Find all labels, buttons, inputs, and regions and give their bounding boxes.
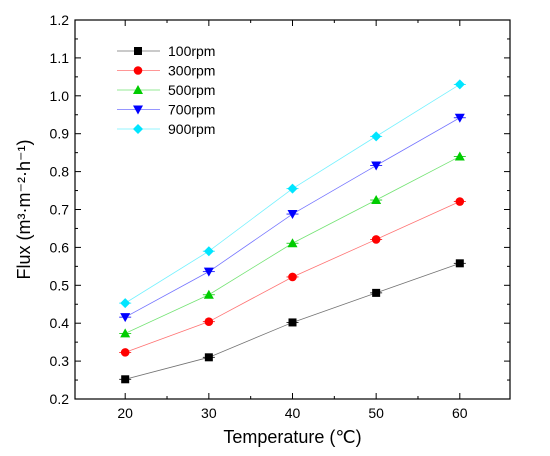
legend-label: 900rpm (168, 121, 215, 137)
legend-marker (133, 66, 143, 75)
legend-label: 500rpm (168, 82, 215, 98)
y-tick-label: 0.3 (50, 353, 70, 369)
series-100rpm (119, 259, 466, 384)
data-point (120, 313, 131, 323)
data-point (371, 131, 382, 142)
legend-marker (133, 85, 143, 94)
legend-item: 700rpm (117, 102, 215, 118)
x-tick-label: 60 (452, 405, 468, 421)
data-point (372, 288, 381, 297)
data-point (371, 195, 382, 205)
data-point (371, 235, 381, 244)
y-tick-label: 0.8 (50, 164, 70, 180)
data-point (203, 246, 214, 257)
data-point (288, 272, 297, 282)
series-700rpm (119, 113, 466, 323)
legend-item: 100rpm (117, 43, 215, 59)
data-point (204, 317, 214, 326)
y-tick-label: 0.4 (50, 315, 70, 331)
y-tick-label: 0.7 (50, 202, 70, 218)
data-point (288, 318, 297, 327)
data-point (203, 289, 214, 299)
series-layer (119, 79, 466, 384)
legend-label: 700rpm (168, 102, 215, 118)
y-tick-label: 0.5 (50, 277, 70, 293)
data-point (454, 151, 465, 161)
x-axis-title: Temperature (℃) (223, 427, 361, 447)
y-tick-label: 0.6 (50, 239, 70, 255)
data-point (120, 348, 130, 357)
data-point (121, 375, 130, 384)
legend: 100rpm 300rpm 500rpm 700rpm 900rpm (117, 43, 215, 137)
y-axis-title: Flux (m³·m⁻²·h⁻¹) (14, 140, 34, 280)
data-point (455, 197, 465, 206)
legend-marker (134, 47, 142, 55)
plot-frame (74, 19, 511, 400)
x-tick-label: 20 (117, 405, 133, 421)
data-point (287, 238, 298, 248)
y-axis: 0.2 0.3 0.4 0.5 0.6 0.7 0.8 0.9 1.0 1.1 1.2 (50, 12, 510, 407)
data-point (204, 353, 213, 362)
y-tick-label: 0.9 (50, 126, 70, 142)
legend-item: 500rpm (117, 82, 215, 98)
data-point (120, 298, 131, 309)
data-point (371, 161, 382, 171)
x-tick-label: 50 (368, 405, 384, 421)
data-point (287, 183, 298, 194)
y-tick-label: 0.2 (50, 391, 70, 407)
y-tick-label: 1.1 (50, 50, 70, 66)
legend-item: 900rpm (117, 121, 215, 137)
y-tick-label: 1.0 (50, 88, 70, 104)
series-300rpm (119, 197, 466, 357)
x-axis: 20 30 40 50 60 (117, 20, 468, 421)
x-tick-label: 40 (285, 405, 301, 421)
series-500rpm (119, 151, 466, 338)
y-tick-label: 1.2 (50, 12, 70, 28)
legend-marker (133, 105, 143, 115)
data-point (454, 79, 465, 90)
data-point (120, 328, 131, 338)
series-900rpm (119, 79, 466, 309)
data-point (455, 259, 464, 268)
data-point (287, 210, 298, 220)
legend-marker (133, 124, 143, 134)
legend-label: 100rpm (168, 43, 215, 59)
x-tick-label: 30 (201, 405, 217, 421)
legend-item: 300rpm (117, 63, 215, 79)
legend-label: 300rpm (168, 63, 215, 79)
data-point (203, 267, 214, 277)
data-point (454, 113, 465, 123)
